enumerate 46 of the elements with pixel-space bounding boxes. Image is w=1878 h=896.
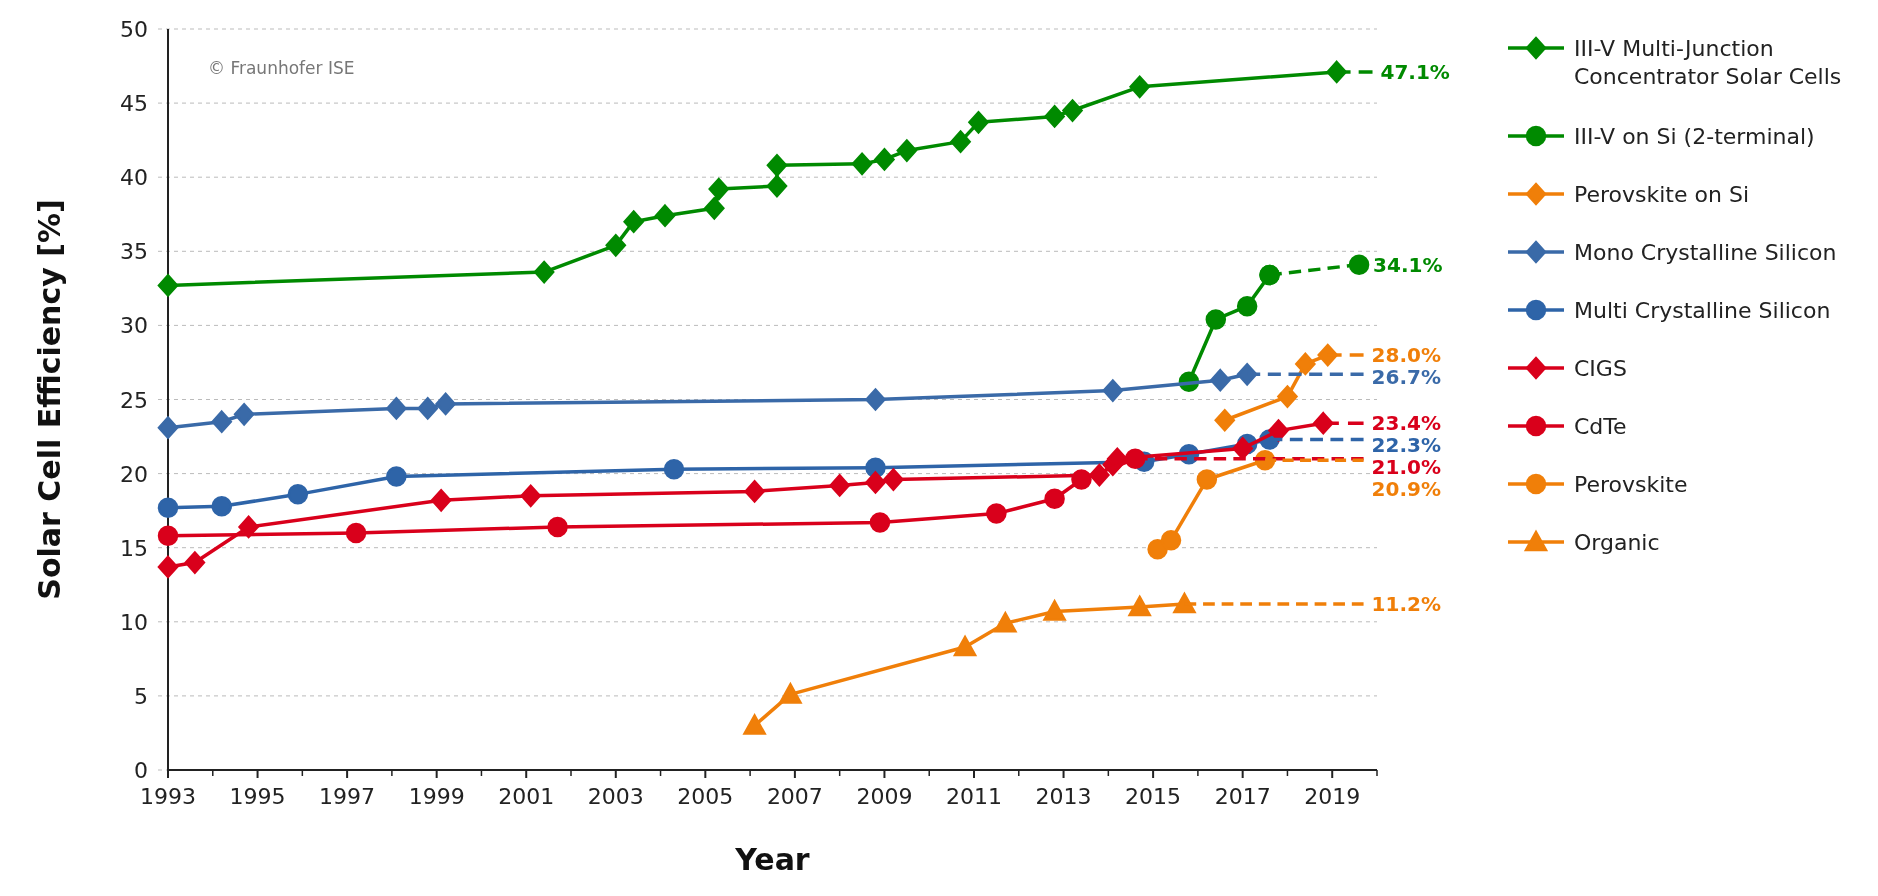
y-tick-label: 50 xyxy=(120,17,148,42)
data-label: 22.3% xyxy=(1371,433,1441,458)
x-tick-label: 1993 xyxy=(140,784,196,809)
x-tick-label: 2013 xyxy=(1035,784,1092,809)
data-label: 47.1% xyxy=(1380,59,1450,84)
x-tick-label: 1999 xyxy=(408,784,465,809)
data-label: 26.7% xyxy=(1371,365,1441,390)
legend-label: Multi Crystalline Silicon xyxy=(1574,298,1831,323)
legend-label: CIGS xyxy=(1574,356,1627,381)
data-label: 20.9% xyxy=(1371,477,1441,502)
x-tick-label: 2007 xyxy=(766,784,823,809)
annotation: © Fraunhofer ISE xyxy=(208,58,355,78)
x-tick-label: 1995 xyxy=(229,784,286,809)
legend-label: Mono Crystalline Silicon xyxy=(1574,240,1837,265)
legend-label: III-V on Si (2-terminal) xyxy=(1574,124,1815,149)
y-axis-title: Solar Cell Efficiency [%] xyxy=(32,199,67,600)
y-tick-label: 30 xyxy=(120,313,148,339)
legend-label: CdTe xyxy=(1574,414,1627,439)
y-tick-label: 10 xyxy=(120,609,148,635)
x-tick-label: 1997 xyxy=(319,784,376,809)
x-tick-label: 2001 xyxy=(498,784,555,809)
y-tick-label: 0 xyxy=(134,758,148,783)
y-tick-label: 35 xyxy=(120,239,148,265)
y-tick-label: 20 xyxy=(120,461,148,487)
x-tick-label: 2017 xyxy=(1214,784,1271,809)
y-tick-label: 15 xyxy=(120,535,148,561)
data-label: 34.1% xyxy=(1373,252,1443,277)
legend-label: Perovskite on Si xyxy=(1574,182,1750,207)
x-tick-label: 2005 xyxy=(677,784,734,809)
data-label: 21.0% xyxy=(1371,455,1441,480)
y-tick-label: 25 xyxy=(120,387,148,413)
y-tick-label: 5 xyxy=(134,683,148,709)
x-tick-label: 2019 xyxy=(1304,784,1361,809)
data-label: 28.0% xyxy=(1371,343,1441,368)
y-tick-label: 45 xyxy=(120,91,148,117)
data-label: 23.4% xyxy=(1371,411,1441,436)
x-tick-label: 2011 xyxy=(946,784,1002,809)
legend-label: III-V Multi-Junction Concentrator Solar Cells xyxy=(1574,36,1842,89)
x-axis-title: Year xyxy=(734,842,810,877)
y-tick-label: 40 xyxy=(120,165,148,191)
x-tick-label: 2009 xyxy=(856,784,913,809)
x-tick-label: 2003 xyxy=(587,784,644,809)
legend-label: Organic xyxy=(1574,530,1660,555)
x-tick-label: 2015 xyxy=(1125,784,1182,809)
data-label: 11.2% xyxy=(1371,592,1441,617)
legend-label: Perovskite xyxy=(1574,472,1688,497)
